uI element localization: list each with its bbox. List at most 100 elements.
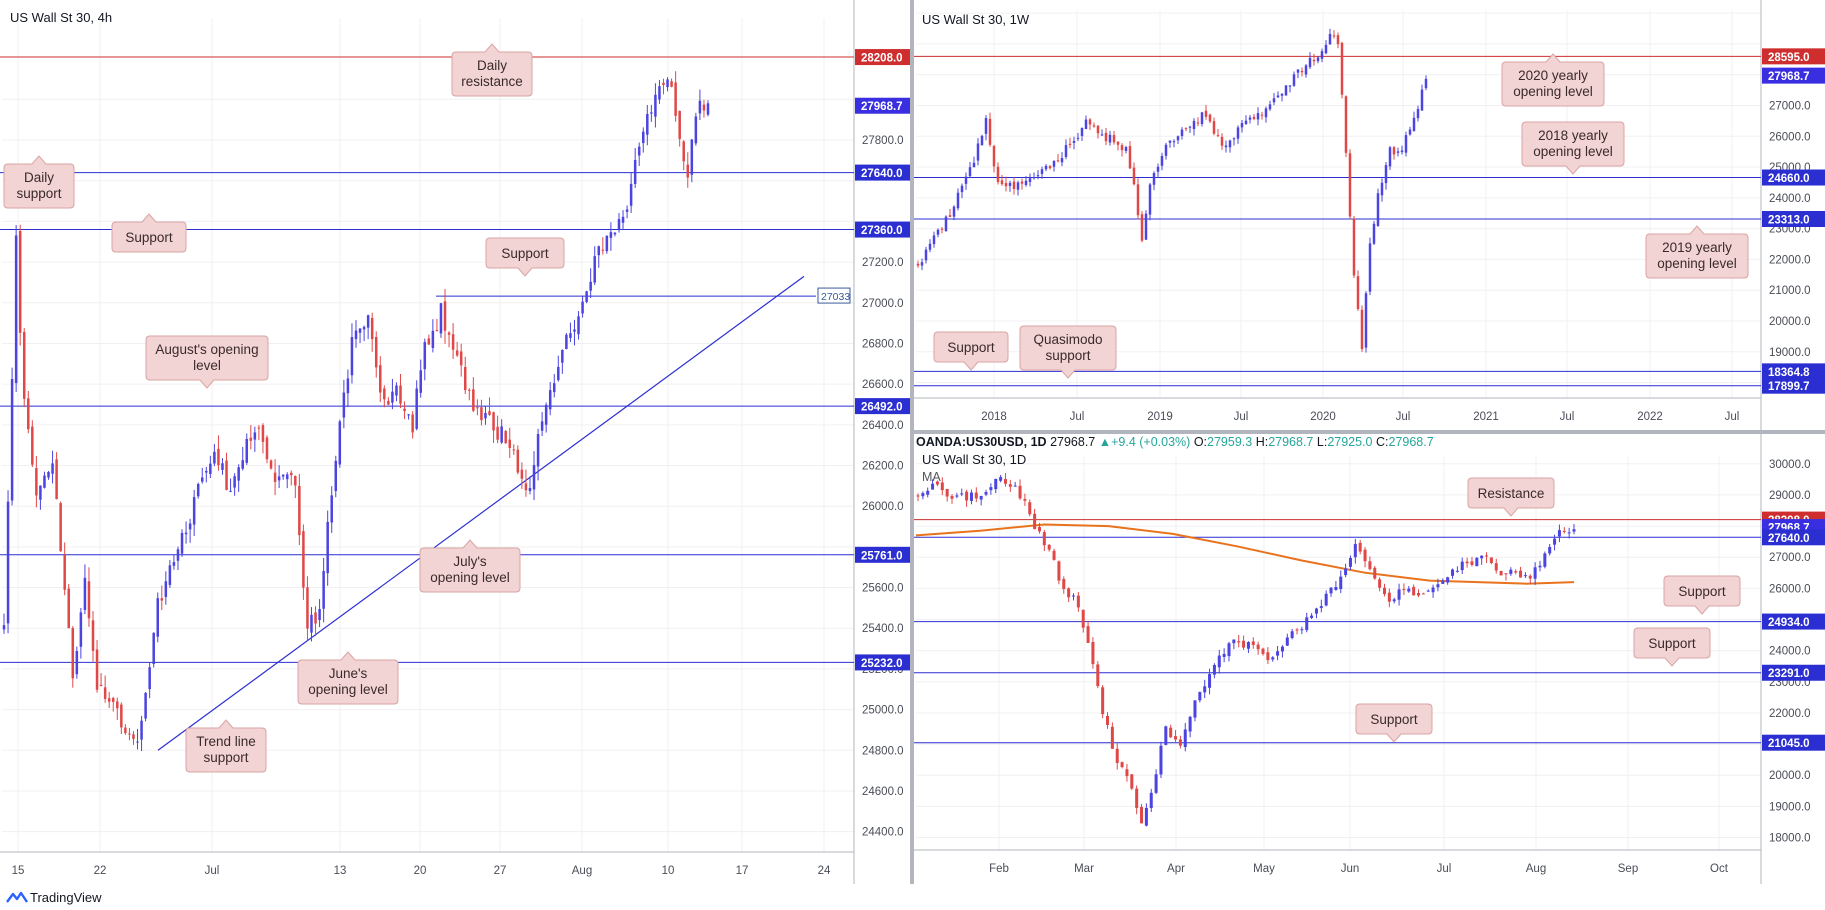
candle[interactable] [536, 428, 540, 481]
candle[interactable] [994, 478, 998, 494]
candle[interactable] [1519, 566, 1523, 578]
candle[interactable] [500, 419, 503, 444]
candle[interactable] [944, 215, 948, 232]
candle[interactable] [1538, 560, 1542, 572]
candle[interactable] [593, 246, 596, 286]
candle[interactable] [306, 576, 309, 641]
candle[interactable] [1396, 147, 1400, 157]
candle[interactable] [1140, 211, 1144, 243]
candle[interactable] [1216, 128, 1220, 138]
candle[interactable] [1144, 210, 1148, 240]
candle[interactable] [47, 471, 50, 480]
candle[interactable] [1404, 131, 1408, 157]
candle[interactable] [1376, 188, 1380, 227]
candle[interactable] [1264, 106, 1268, 123]
candle[interactable] [1052, 160, 1056, 172]
candle[interactable] [1212, 663, 1216, 679]
candle[interactable] [508, 427, 512, 458]
candle[interactable] [569, 322, 572, 343]
annotation-callout[interactable]: 2018 yearly opening level [1521, 121, 1625, 175]
candle[interactable] [1392, 597, 1396, 604]
candle[interactable] [1416, 589, 1421, 598]
candle[interactable] [960, 183, 964, 199]
candle[interactable] [1412, 111, 1416, 132]
price-axis[interactable]: 27000.026000.025000.024000.023000.022000… [1769, 100, 1811, 389]
candle[interactable] [257, 425, 261, 441]
candle[interactable] [205, 466, 208, 483]
candle[interactable] [492, 411, 495, 443]
candle[interactable] [459, 343, 463, 377]
candle[interactable] [1363, 547, 1367, 568]
candle[interactable] [617, 213, 621, 233]
candle[interactable] [1364, 291, 1368, 353]
candle[interactable] [370, 312, 374, 352]
candle[interactable] [233, 473, 236, 496]
candle[interactable] [346, 369, 350, 408]
candle[interactable] [690, 139, 694, 183]
candle[interactable] [1320, 48, 1324, 63]
candle[interactable] [1256, 641, 1260, 655]
candle[interactable] [1319, 599, 1323, 613]
candle[interactable] [277, 465, 281, 489]
candle[interactable] [1237, 634, 1241, 648]
candle[interactable] [1356, 270, 1360, 311]
candle[interactable] [79, 607, 83, 659]
candle[interactable] [1135, 785, 1139, 815]
candle[interactable] [1436, 578, 1440, 592]
candle[interactable] [1280, 645, 1284, 658]
candle[interactable] [945, 488, 949, 502]
candle[interactable] [1204, 104, 1208, 120]
candle[interactable] [629, 172, 633, 214]
candle[interactable] [1421, 592, 1425, 595]
annotation-callout[interactable]: Support [1663, 575, 1741, 615]
candle[interactable] [314, 606, 317, 637]
candle[interactable] [557, 355, 560, 382]
chart-panel-1d[interactable]: 30000.029000.027000.026000.025000.024000… [914, 434, 1825, 884]
candle[interactable] [1276, 645, 1280, 661]
candle[interactable] [1368, 237, 1372, 296]
candle[interactable] [1062, 576, 1066, 594]
chart-panel-4h[interactable]: 27800.0 27200.0 27000.0 26800.0 26600.0 26400… [0, 0, 910, 884]
candle[interactable] [164, 571, 168, 605]
candle[interactable] [682, 140, 685, 171]
candle[interactable] [2, 613, 6, 634]
candle[interactable] [71, 626, 75, 688]
candle[interactable] [1212, 117, 1216, 136]
candle[interactable] [1008, 180, 1012, 192]
candle[interactable] [926, 487, 930, 498]
candle[interactable] [552, 374, 556, 398]
candle[interactable] [366, 314, 370, 340]
candle[interactable] [1232, 137, 1236, 146]
candle[interactable] [496, 415, 499, 444]
candle[interactable] [468, 388, 471, 401]
candle[interactable] [55, 452, 58, 500]
candle[interactable] [1397, 583, 1401, 606]
candle[interactable] [1251, 637, 1255, 649]
candle[interactable] [334, 455, 338, 498]
candle[interactable] [1252, 114, 1256, 121]
candle[interactable] [362, 325, 366, 342]
candle[interactable] [920, 258, 924, 271]
candle[interactable] [318, 599, 321, 628]
time-axis[interactable]: 2018 Jul 2019 Jul 2020 Jul 2021 Jul 2022 Jul [981, 411, 1739, 423]
candle[interactable] [22, 328, 26, 407]
candle[interactable] [1084, 115, 1088, 130]
candle[interactable] [6, 490, 10, 634]
candle[interactable] [1081, 609, 1085, 633]
candle[interactable] [128, 727, 131, 741]
candle[interactable] [633, 148, 637, 188]
candle[interactable] [168, 559, 172, 588]
candle[interactable] [969, 489, 973, 505]
candle[interactable] [1316, 56, 1320, 64]
candle[interactable] [419, 359, 422, 398]
candle[interactable] [39, 485, 42, 510]
candle[interactable] [1499, 570, 1503, 576]
candle[interactable] [31, 420, 34, 467]
candle[interactable] [940, 477, 944, 496]
candle[interactable] [637, 142, 641, 166]
candle[interactable] [1412, 584, 1416, 596]
candle[interactable] [1222, 648, 1226, 663]
candle[interactable] [1284, 85, 1288, 96]
candle[interactable] [411, 411, 414, 439]
candle[interactable] [504, 429, 507, 444]
